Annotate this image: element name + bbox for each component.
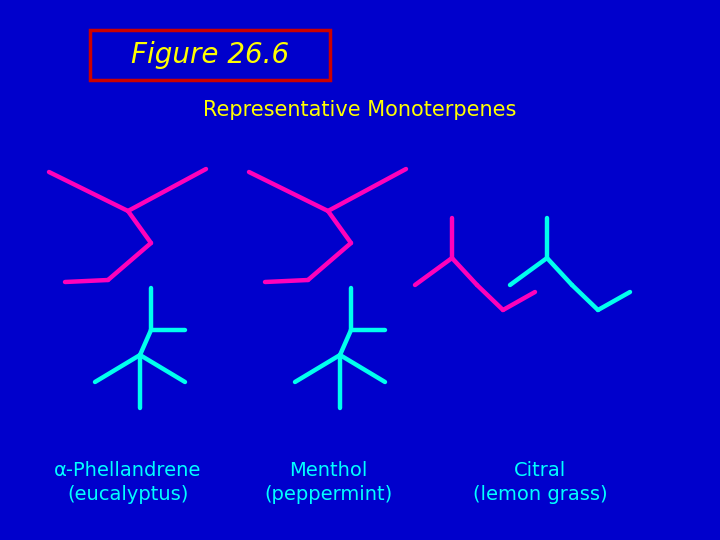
Text: (lemon grass): (lemon grass) [473,485,607,504]
Text: Figure 26.6: Figure 26.6 [131,41,289,69]
Text: Citral: Citral [514,461,566,480]
Text: (peppermint): (peppermint) [264,485,392,504]
Text: Menthol: Menthol [289,461,367,480]
Text: (eucalyptus): (eucalyptus) [67,485,189,504]
Text: α-Phellandrene: α-Phellandrene [54,461,202,480]
Text: Representative Monoterpenes: Representative Monoterpenes [203,100,517,120]
Bar [90,30,330,80]
